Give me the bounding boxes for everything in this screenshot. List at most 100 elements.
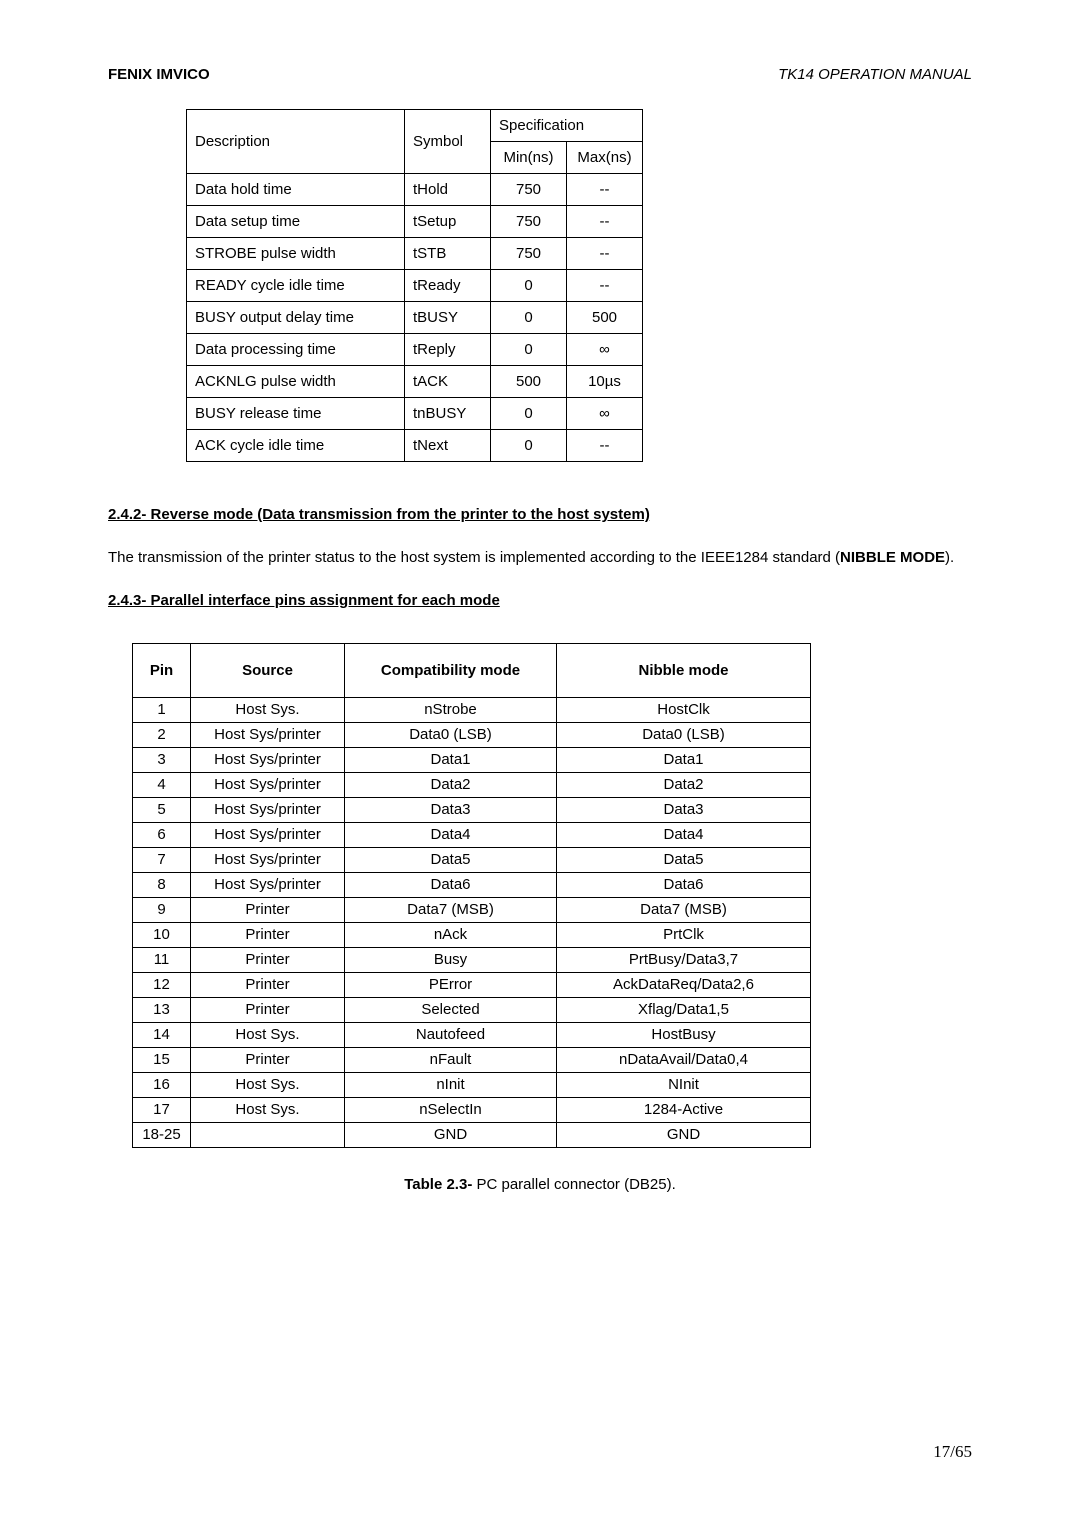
td-pin: 16 bbox=[133, 1072, 191, 1097]
td-min: 750 bbox=[491, 238, 567, 270]
table-row: 15PrinternFaultnDataAvail/Data0,4 bbox=[133, 1047, 811, 1072]
td-compat: nStrobe bbox=[345, 697, 557, 722]
td-compat: nInit bbox=[345, 1072, 557, 1097]
td-compat: Data5 bbox=[345, 847, 557, 872]
table-row: STROBE pulse widthtSTB750-- bbox=[187, 238, 643, 270]
td-min: 0 bbox=[491, 302, 567, 334]
td-compat: GND bbox=[345, 1122, 557, 1147]
td-nibble: Data3 bbox=[557, 797, 811, 822]
td-symbol: tNext bbox=[405, 430, 491, 462]
td-pin: 9 bbox=[133, 897, 191, 922]
timing-spec-table: Description Symbol Specification Min(ns)… bbox=[186, 109, 643, 462]
table-row: Data processing timetReply0∞ bbox=[187, 334, 643, 366]
td-source: Printer bbox=[191, 997, 345, 1022]
td-pin: 15 bbox=[133, 1047, 191, 1072]
td-max: ∞ bbox=[567, 334, 643, 366]
td-description: ACKNLG pulse width bbox=[187, 366, 405, 398]
table-row: 6Host Sys/printerData4Data4 bbox=[133, 822, 811, 847]
td-compat: Selected bbox=[345, 997, 557, 1022]
td-nibble: GND bbox=[557, 1122, 811, 1147]
table-row: 1Host Sys.nStrobeHostClk bbox=[133, 697, 811, 722]
td-description: Data processing time bbox=[187, 334, 405, 366]
td-source: Host Sys. bbox=[191, 697, 345, 722]
td-min: 750 bbox=[491, 174, 567, 206]
td-nibble: NInit bbox=[557, 1072, 811, 1097]
td-source: Printer bbox=[191, 972, 345, 997]
td-source: Host Sys/printer bbox=[191, 797, 345, 822]
td-source: Host Sys/printer bbox=[191, 872, 345, 897]
td-symbol: tReply bbox=[405, 334, 491, 366]
td-compat: Data4 bbox=[345, 822, 557, 847]
td-compat: Data6 bbox=[345, 872, 557, 897]
td-nibble: Xflag/Data1,5 bbox=[557, 997, 811, 1022]
table-row: BUSY release timetnBUSY0∞ bbox=[187, 398, 643, 430]
td-compat: Data1 bbox=[345, 747, 557, 772]
pin-assignment-table: Pin Source Compatibility mode Nibble mod… bbox=[132, 643, 811, 1148]
td-nibble: Data4 bbox=[557, 822, 811, 847]
td-source: Host Sys/printer bbox=[191, 722, 345, 747]
td-min: 0 bbox=[491, 270, 567, 302]
td-compat: PError bbox=[345, 972, 557, 997]
td-pin: 11 bbox=[133, 947, 191, 972]
td-pin: 18-25 bbox=[133, 1122, 191, 1147]
page-header: FENIX IMVICO TK14 OPERATION MANUAL bbox=[108, 66, 972, 83]
td-symbol: tSTB bbox=[405, 238, 491, 270]
th-max: Max(ns) bbox=[567, 142, 643, 174]
td-nibble: Data6 bbox=[557, 872, 811, 897]
td-max: 500 bbox=[567, 302, 643, 334]
td-symbol: tnBUSY bbox=[405, 398, 491, 430]
td-nibble: Data0 (LSB) bbox=[557, 722, 811, 747]
table-row: 12PrinterPErrorAckDataReq/Data2,6 bbox=[133, 972, 811, 997]
td-nibble: Data7 (MSB) bbox=[557, 897, 811, 922]
page-number: 17/65 bbox=[933, 1442, 972, 1462]
td-nibble: Data2 bbox=[557, 772, 811, 797]
td-source: Host Sys/printer bbox=[191, 822, 345, 847]
table-header-row: Pin Source Compatibility mode Nibble mod… bbox=[133, 643, 811, 697]
td-min: 0 bbox=[491, 430, 567, 462]
caption-bold: Table 2.3- bbox=[404, 1176, 472, 1193]
td-nibble: Data5 bbox=[557, 847, 811, 872]
td-nibble: nDataAvail/Data0,4 bbox=[557, 1047, 811, 1072]
td-source: Host Sys. bbox=[191, 1072, 345, 1097]
td-description: Data setup time bbox=[187, 206, 405, 238]
td-source bbox=[191, 1122, 345, 1147]
td-pin: 7 bbox=[133, 847, 191, 872]
td-source: Printer bbox=[191, 1047, 345, 1072]
td-max: -- bbox=[567, 174, 643, 206]
td-max: 10µs bbox=[567, 366, 643, 398]
td-symbol: tSetup bbox=[405, 206, 491, 238]
td-compat: Data7 (MSB) bbox=[345, 897, 557, 922]
td-min: 0 bbox=[491, 334, 567, 366]
td-nibble: PrtClk bbox=[557, 922, 811, 947]
table-row: 11PrinterBusyPrtBusy/Data3,7 bbox=[133, 947, 811, 972]
td-nibble: HostBusy bbox=[557, 1022, 811, 1047]
th-specification: Specification bbox=[491, 110, 643, 142]
td-pin: 2 bbox=[133, 722, 191, 747]
td-compat: Data3 bbox=[345, 797, 557, 822]
td-pin: 10 bbox=[133, 922, 191, 947]
section-2-4-2-paragraph: The transmission of the printer status t… bbox=[108, 549, 972, 568]
th-description: Description bbox=[187, 110, 405, 174]
table-row: ACK cycle idle timetNext0-- bbox=[187, 430, 643, 462]
td-nibble: PrtBusy/Data3,7 bbox=[557, 947, 811, 972]
td-compat: nSelectIn bbox=[345, 1097, 557, 1122]
para-text-post: ). bbox=[945, 549, 954, 566]
td-nibble: Data1 bbox=[557, 747, 811, 772]
page: FENIX IMVICO TK14 OPERATION MANUAL Descr… bbox=[0, 0, 1080, 1528]
td-description: BUSY release time bbox=[187, 398, 405, 430]
td-compat: Busy bbox=[345, 947, 557, 972]
table-row: 9PrinterData7 (MSB)Data7 (MSB) bbox=[133, 897, 811, 922]
para-text-bold: NIBBLE MODE bbox=[840, 549, 945, 566]
td-source: Printer bbox=[191, 947, 345, 972]
td-pin: 13 bbox=[133, 997, 191, 1022]
para-text-pre: The transmission of the printer status t… bbox=[108, 549, 840, 566]
td-symbol: tReady bbox=[405, 270, 491, 302]
table-row: ACKNLG pulse widthtACK50010µs bbox=[187, 366, 643, 398]
td-min: 750 bbox=[491, 206, 567, 238]
table-row: 7Host Sys/printerData5Data5 bbox=[133, 847, 811, 872]
td-pin: 8 bbox=[133, 872, 191, 897]
header-right: TK14 OPERATION MANUAL bbox=[778, 66, 972, 83]
th-compat: Compatibility mode bbox=[345, 643, 557, 697]
table-row: 16Host Sys.nInitNInit bbox=[133, 1072, 811, 1097]
td-max: ∞ bbox=[567, 398, 643, 430]
